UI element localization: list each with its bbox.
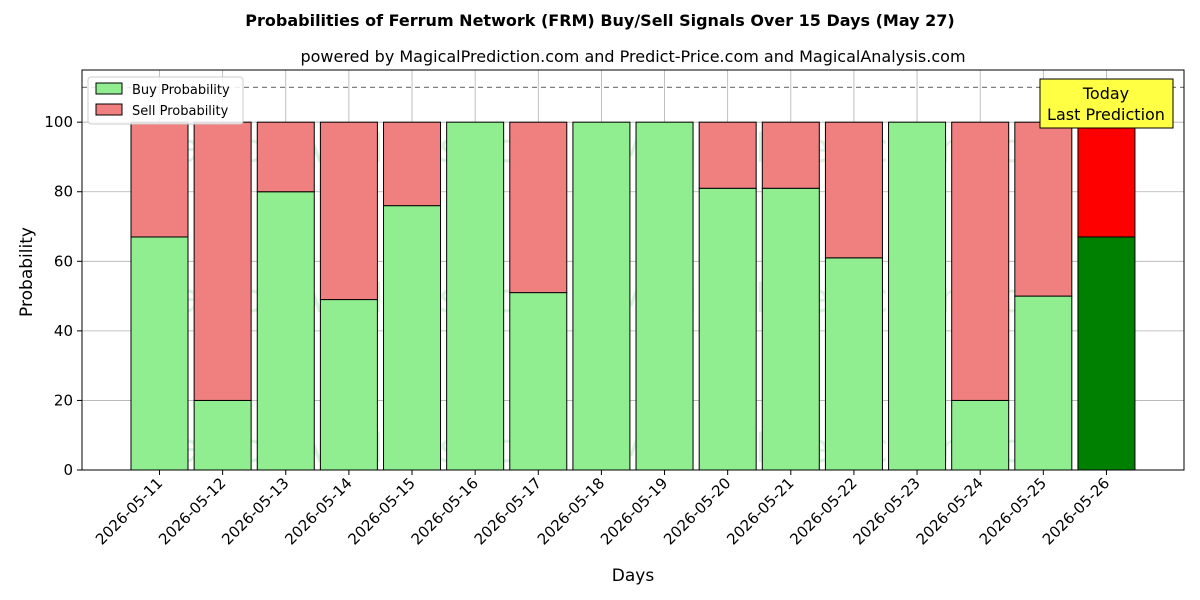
bar-buy: [635, 121, 694, 471]
legend: Buy Probability Sell Probability: [87, 76, 244, 125]
x-tick-label: 2026-05-19: [597, 474, 671, 548]
today-annotation-line-1: Today: [1082, 84, 1129, 103]
bar-sell: [1077, 121, 1136, 238]
x-tick-label: 2026-05-23: [850, 474, 924, 548]
bar-sell: [824, 121, 883, 259]
bar-sell: [256, 121, 315, 193]
chart-title: Probabilities of Ferrum Network (FRM) Bu…: [245, 11, 954, 30]
x-tick-label: 2026-05-24: [913, 474, 987, 548]
x-tick-label: 2026-05-13: [218, 474, 292, 548]
x-axis-label: Days: [612, 566, 655, 586]
bar-sell: [698, 121, 757, 189]
bar-buy: [256, 191, 315, 471]
y-tick-label: 0: [63, 461, 73, 479]
legend-label-buy: Buy Probability: [132, 83, 230, 98]
y-tick-label: 40: [54, 322, 73, 340]
x-tick-label: 2026-05-12: [155, 474, 229, 548]
bar-sell: [761, 121, 820, 189]
x-tick-label: 2026-05-11: [92, 474, 166, 548]
x-tick-label: 2026-05-17: [471, 474, 545, 548]
x-tick-label: 2026-05-21: [723, 474, 797, 548]
chart-subtitle: powered by MagicalPrediction.com and Pre…: [300, 47, 965, 66]
y-axis-label: Probability: [17, 227, 37, 317]
today-annotation-line-2: Last Prediction: [1047, 105, 1165, 124]
bar-sell: [951, 121, 1010, 401]
bar-sell: [1014, 121, 1073, 297]
bar-buy: [1077, 236, 1136, 471]
y-tick-label: 100: [44, 113, 73, 131]
bar-buy: [383, 205, 442, 471]
bar-sell: [193, 121, 252, 401]
bar-buy: [1014, 295, 1073, 471]
bar-buy: [761, 187, 820, 471]
legend-swatch-sell: [95, 103, 123, 116]
legend-label-sell: Sell Probability: [132, 104, 229, 119]
x-tick-label: 2026-05-20: [660, 474, 734, 548]
x-tick-label: 2026-05-14: [281, 474, 355, 548]
x-tick-label: 2026-05-15: [344, 474, 418, 548]
x-tick-label: 2026-05-26: [1039, 474, 1113, 548]
x-tick-label: 2026-05-18: [534, 474, 608, 548]
y-tick-label: 60: [54, 252, 73, 270]
bar-buy: [824, 257, 883, 471]
plot-frame: [81, 69, 1185, 471]
today-annotation: Today Last Prediction: [1039, 78, 1174, 129]
y-tick-label: 80: [54, 183, 73, 201]
legend-box: [87, 76, 244, 125]
bar-buy: [888, 121, 947, 471]
bar-buy: [130, 236, 189, 471]
bar-buy: [951, 399, 1010, 471]
bar-buy: [509, 292, 568, 471]
bar-buy: [319, 299, 378, 471]
bar-sell: [130, 121, 189, 238]
y-tick-label: 20: [54, 391, 73, 409]
bar-buy: [193, 399, 252, 471]
today-annotation-box: [1039, 78, 1174, 129]
legend-swatch-buy: [95, 82, 123, 95]
bar-buy: [572, 121, 631, 471]
bar-sell: [383, 121, 442, 207]
bar-sell: [319, 121, 378, 301]
x-tick-label: 2026-05-16: [408, 474, 482, 548]
bar-buy: [698, 187, 757, 471]
bar-sell: [509, 121, 568, 294]
x-tick-label: 2026-05-25: [976, 474, 1050, 548]
bar-buy: [446, 121, 505, 471]
x-tick-label: 2026-05-22: [786, 474, 860, 548]
bars-layer: [82, 86, 1184, 471]
